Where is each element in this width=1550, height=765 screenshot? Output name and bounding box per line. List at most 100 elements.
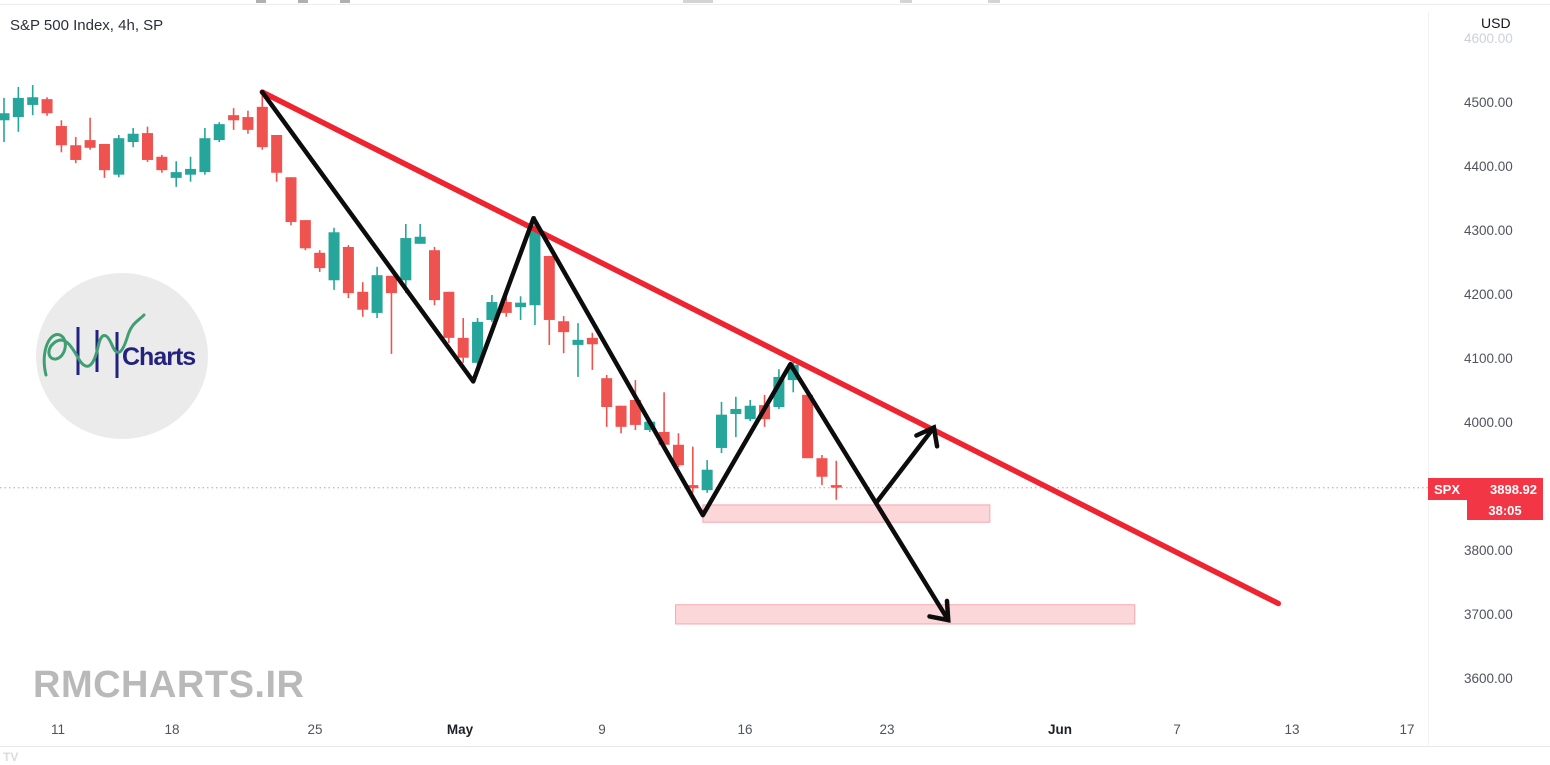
candle-body — [730, 408, 742, 415]
candle — [256, 92, 268, 150]
site-watermark: RMCHARTS.IR — [33, 664, 305, 706]
candle — [27, 85, 39, 116]
candle-body — [601, 378, 613, 407]
time-tick-label: 18 — [164, 722, 180, 737]
candle-body — [629, 399, 641, 425]
candle — [271, 135, 283, 182]
candle — [529, 216, 541, 326]
candle-body — [328, 232, 340, 281]
candle-body — [27, 97, 39, 105]
candle-body — [744, 405, 756, 420]
logo-rm-signature — [42, 313, 146, 377]
candle-body — [586, 337, 598, 345]
candle — [830, 460, 842, 500]
candle-body — [658, 431, 670, 445]
candle-body — [716, 414, 727, 448]
symbol-title[interactable]: S&P 500 Index, 4h, SP — [10, 17, 164, 34]
rm-charts-logo-art — [42, 313, 146, 378]
candle — [199, 127, 211, 175]
candle — [429, 247, 440, 306]
candle-body — [70, 145, 82, 160]
candle — [127, 127, 139, 148]
candle-body — [759, 405, 771, 420]
candle — [443, 291, 455, 343]
candle — [385, 275, 397, 354]
candle-body — [400, 238, 412, 281]
candle-body — [644, 421, 656, 431]
candle-body — [572, 339, 584, 345]
candle — [414, 223, 426, 244]
candle-body — [515, 302, 527, 308]
candle — [371, 266, 383, 319]
candle-body — [256, 106, 268, 148]
countdown-badge: 38:05 — [1467, 500, 1543, 520]
cropped-toolbar-artifact — [340, 0, 350, 3]
candle — [629, 380, 641, 431]
candle — [500, 295, 512, 317]
descending-trendline[interactable] — [259, 89, 1282, 607]
forecast-zigzag[interactable] — [260, 89, 951, 623]
currency-label[interactable]: USD — [1481, 15, 1511, 31]
candle — [314, 250, 326, 272]
candle — [486, 295, 498, 322]
price-tick-label: 3600.00 — [1464, 671, 1513, 686]
logo-charts-text: Charts — [122, 343, 196, 371]
candle-body — [55, 126, 67, 146]
candle-body — [701, 469, 713, 491]
candle-body — [185, 168, 197, 175]
supply-demand-zone[interactable] — [675, 604, 1136, 625]
time-tick-label: 11 — [50, 722, 66, 737]
candle — [242, 110, 254, 134]
cropped-toolbar-artifact — [298, 0, 308, 3]
price-tick-label: 4300.00 — [1464, 223, 1513, 238]
candle-body — [12, 97, 24, 118]
candle-body — [472, 321, 484, 363]
candle-body — [314, 252, 326, 269]
cropped-toolbar-hairline — [0, 4, 1550, 5]
candle-body — [357, 291, 369, 310]
supply-demand-zone[interactable] — [702, 504, 991, 523]
candle-body — [443, 291, 455, 338]
candle-body — [615, 405, 627, 427]
cropped-toolbar-artifact — [683, 0, 713, 3]
candle — [543, 255, 555, 345]
drawings-group — [259, 89, 1282, 623]
candle — [586, 332, 598, 370]
candle — [615, 405, 627, 434]
candle-body — [429, 250, 440, 301]
badge-price: 3898.92 — [1490, 481, 1537, 497]
candle-body — [271, 135, 283, 173]
candle — [644, 419, 656, 432]
candle — [457, 318, 469, 363]
time-tick-label: 7 — [1173, 722, 1181, 737]
candle — [601, 375, 613, 427]
time-tick-label: May — [446, 722, 474, 737]
zones-group — [675, 504, 1136, 625]
candle — [730, 396, 742, 438]
candle — [156, 154, 168, 173]
candle — [55, 120, 67, 153]
bounce-arrow[interactable] — [874, 424, 940, 505]
candle — [185, 156, 197, 182]
candle-body — [142, 133, 153, 160]
candle — [744, 399, 756, 422]
candle — [759, 394, 771, 427]
price-tick-label: 4500.00 — [1464, 95, 1513, 110]
candle-body — [486, 302, 498, 320]
time-tick-label: 9 — [598, 722, 606, 737]
candle — [472, 318, 484, 367]
candle — [170, 161, 182, 187]
price-tick-label: 3800.00 — [1464, 543, 1513, 558]
candle-body — [529, 229, 541, 306]
candle-body — [787, 364, 799, 381]
candle — [572, 323, 584, 377]
candle — [0, 97, 10, 143]
candle — [12, 87, 24, 132]
candle — [716, 401, 727, 454]
candle — [687, 446, 699, 493]
candle — [84, 117, 96, 150]
time-tick-label: 25 — [307, 722, 323, 737]
candle-body — [0, 113, 10, 121]
